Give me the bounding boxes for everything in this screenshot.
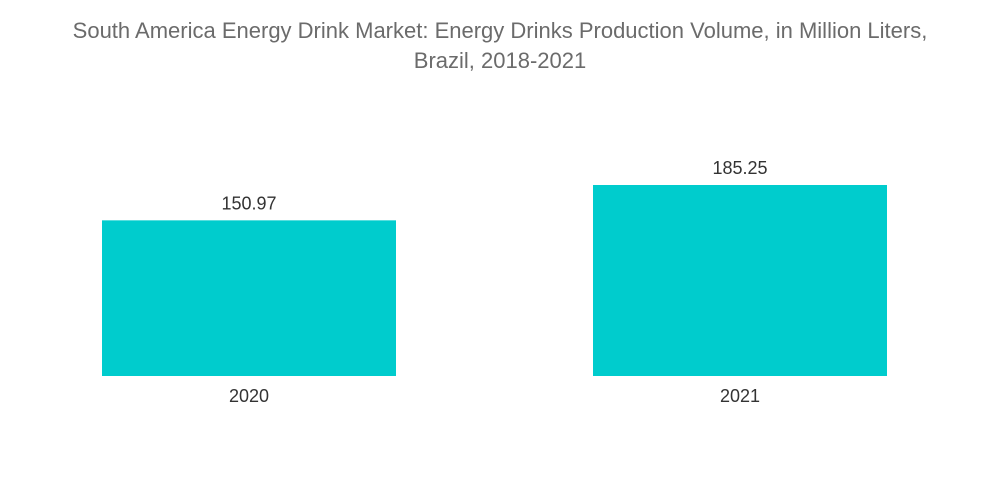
bar-2021 xyxy=(593,185,887,376)
data-label-2021: 185.25 xyxy=(712,158,767,178)
x-tick-label-2020: 2020 xyxy=(229,386,269,406)
bar-2020 xyxy=(102,220,396,376)
data-label-2020: 150.97 xyxy=(221,193,276,213)
chart-title-line-2: Brazil, 2018-2021 xyxy=(413,48,587,73)
chart-title: South America Energy Drink Market: Energ… xyxy=(0,16,1000,76)
chart-title-line-1: South America Energy Drink Market: Energ… xyxy=(72,18,928,43)
x-tick-label-2021: 2021 xyxy=(720,386,760,406)
